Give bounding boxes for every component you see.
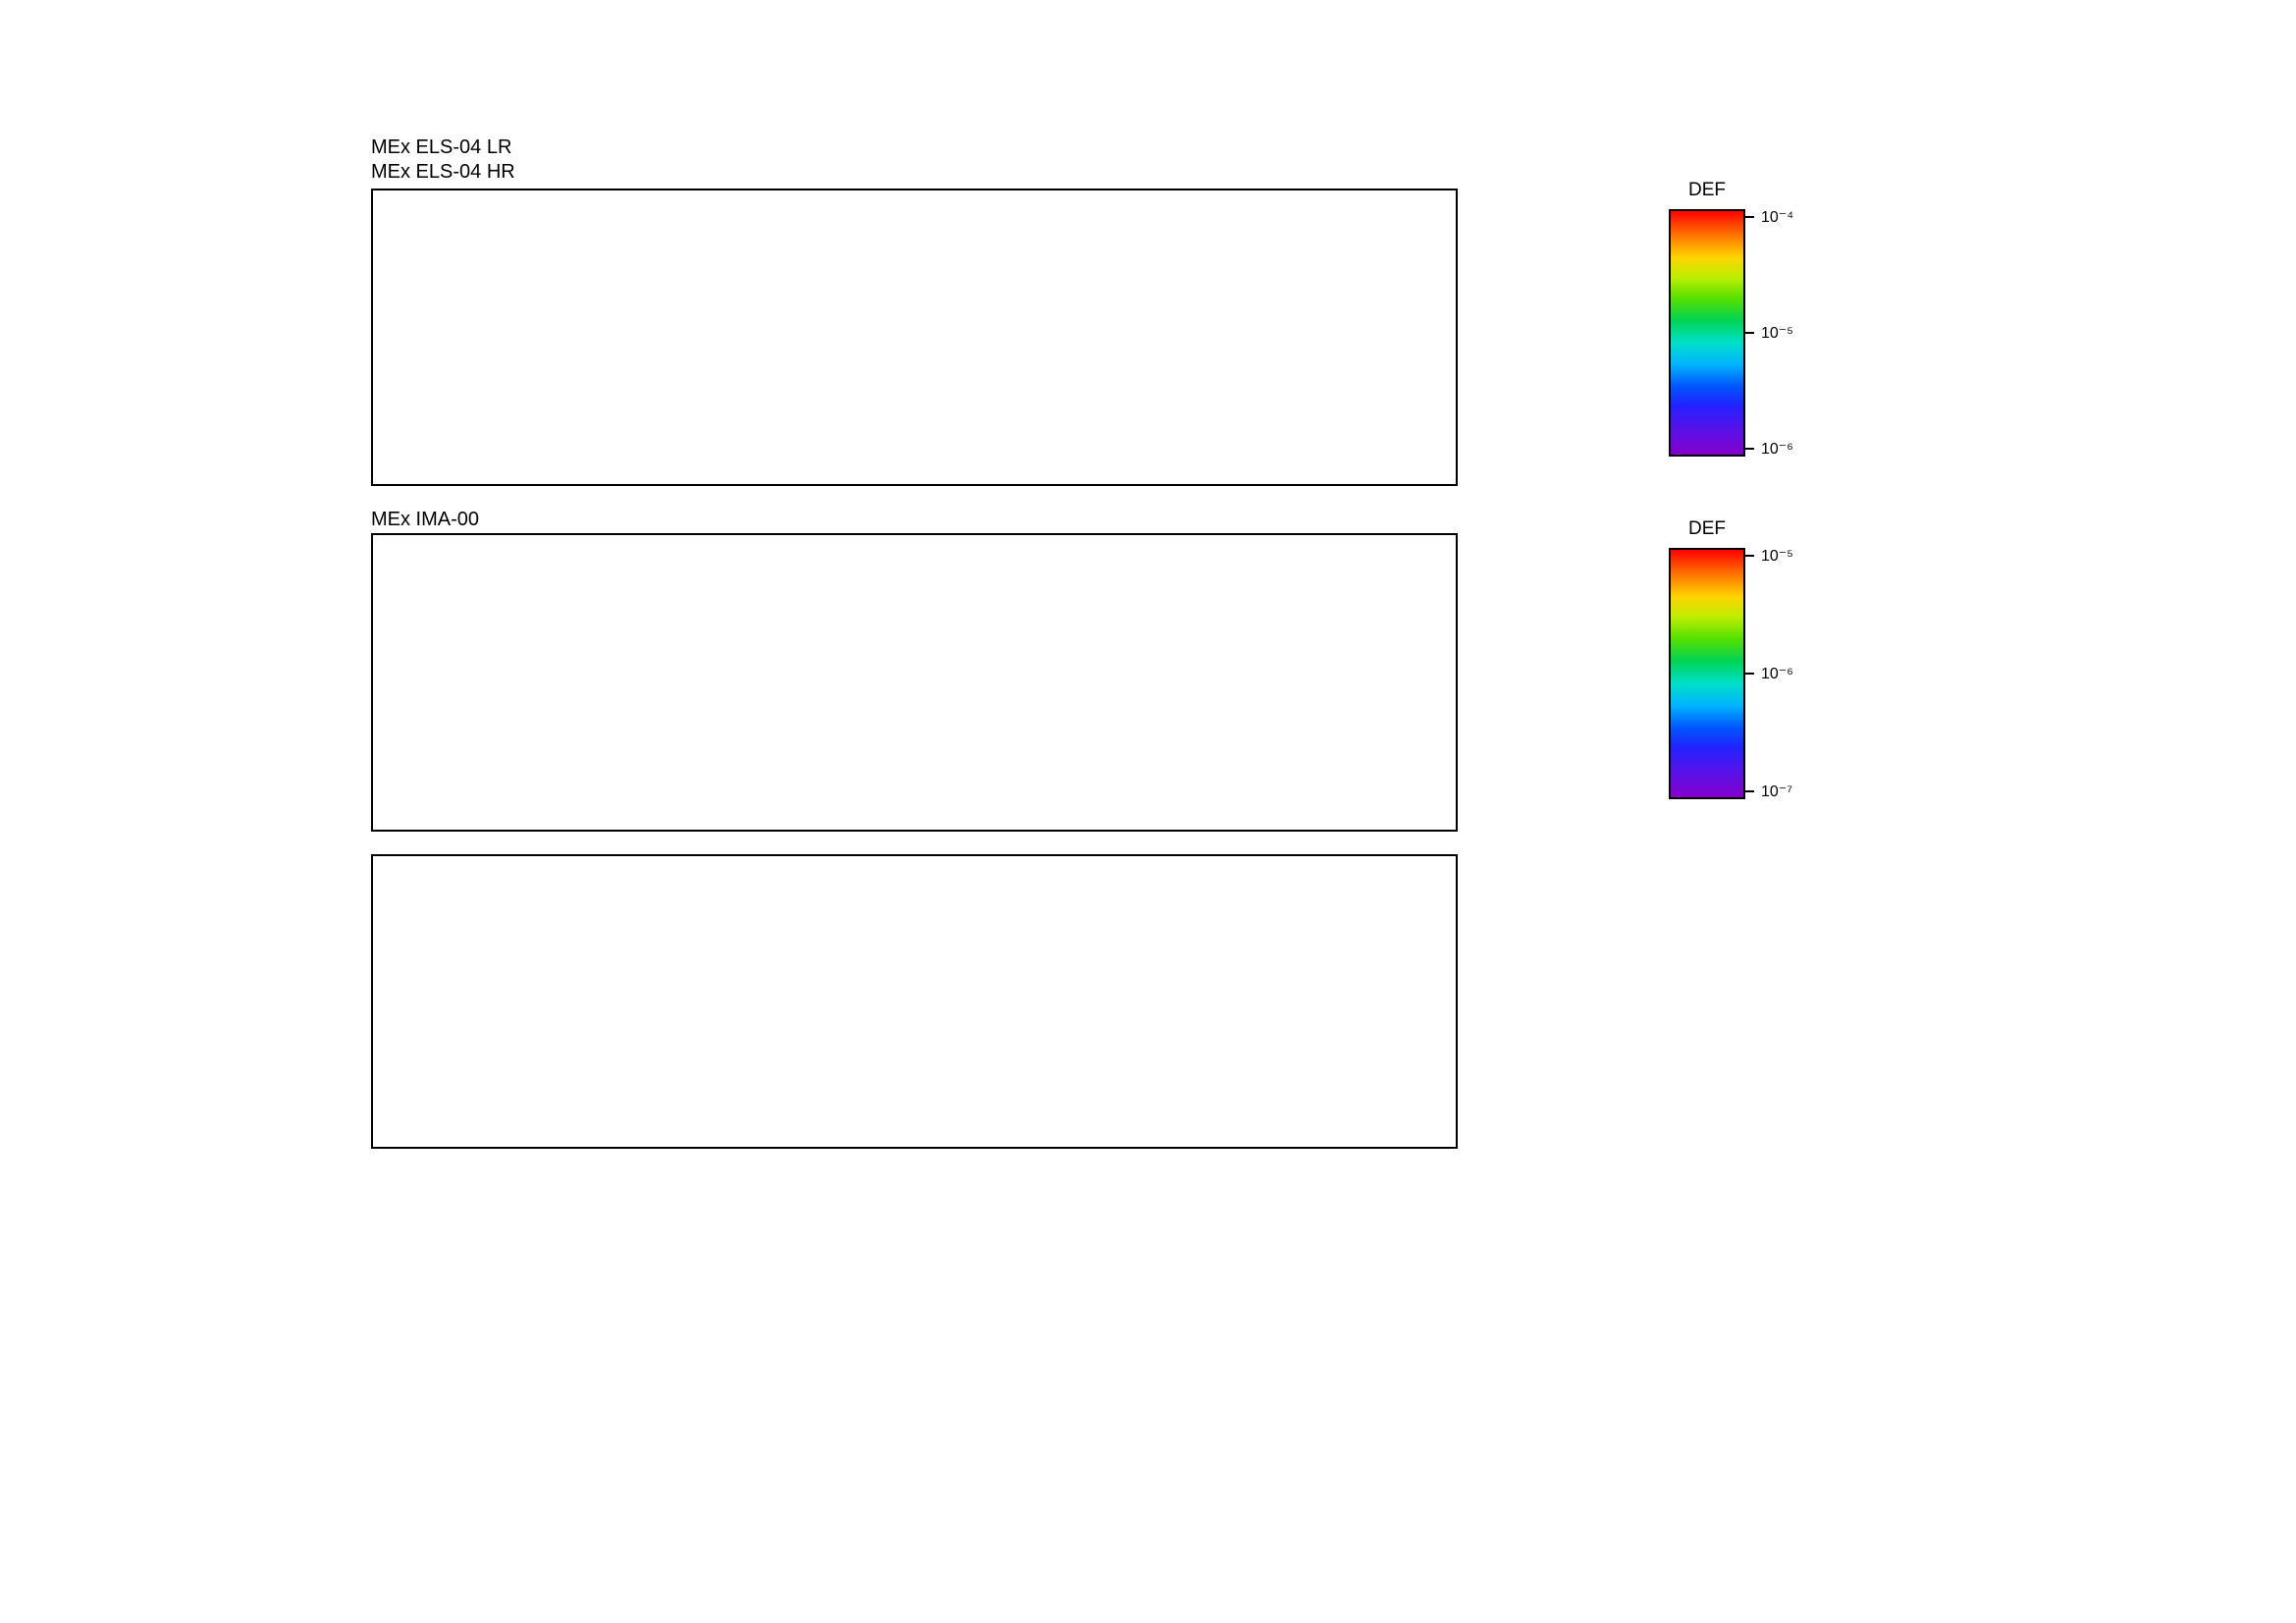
colorbar-tick-label: 10⁻⁶ xyxy=(1761,666,1793,682)
ima-spectrogram-canvas xyxy=(373,535,667,682)
colorbar-tick-label: 10⁻⁵ xyxy=(1761,325,1793,342)
els-spectrogram-panel xyxy=(371,189,1458,486)
ima-spectrogram-panel xyxy=(371,533,1458,832)
els-spectrogram-canvas xyxy=(373,190,667,338)
colorbar-ima-title: DEF xyxy=(1688,518,1726,539)
colorbar-els-title: DEF xyxy=(1688,180,1726,200)
colorbar-tick xyxy=(1745,554,1754,557)
colorbar-tick xyxy=(1745,215,1754,218)
colorbar-tick-label: 10⁻⁶ xyxy=(1761,441,1793,459)
colorbar-ima-gradient xyxy=(1669,548,1745,799)
colorbar-tick xyxy=(1745,332,1754,334)
els-panel-titles: MEx ELS-04 LR MEx ELS-04 HR xyxy=(371,135,515,185)
els-title-lr: MEx ELS-04 LR xyxy=(371,136,512,158)
colorbar-tick-label: 10⁻⁵ xyxy=(1761,547,1793,565)
colorbar-tick xyxy=(1745,448,1754,451)
ephemeris-line-canvas xyxy=(373,856,667,1003)
colorbar-tick-label: 10⁻⁷ xyxy=(1761,784,1793,801)
els-title-hr: MEx ELS-04 HR xyxy=(371,161,515,183)
colorbar-tick xyxy=(1745,790,1754,793)
colorbar-els-gradient xyxy=(1669,209,1745,457)
colorbar-ima: DEF 10⁻⁵ 10⁻⁶ 10⁻⁷ xyxy=(1669,518,1793,800)
colorbar-els: DEF 10⁻⁴ 10⁻⁵ 10⁻⁶ xyxy=(1669,180,1793,458)
colorbar-tick xyxy=(1745,673,1754,675)
ephemeris-line-panel xyxy=(371,854,1458,1149)
colorbar-tick-label: 10⁻⁴ xyxy=(1761,208,1794,226)
ima-title: MEx IMA-00 xyxy=(371,509,480,530)
ima-panel-title: MEx IMA-00 xyxy=(371,508,479,532)
